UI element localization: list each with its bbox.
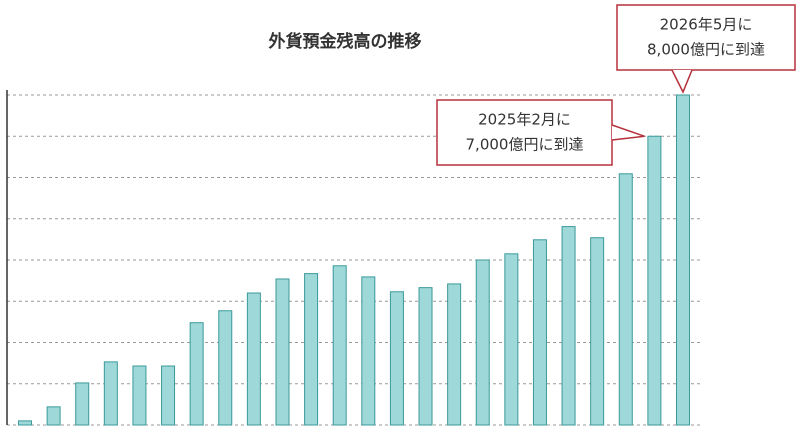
chart-title: 外貨預金残高の推移 xyxy=(269,31,422,52)
annotation-text: 2026年5月に xyxy=(660,16,753,34)
callout-box xyxy=(436,99,613,166)
annotation-text: 2025年2月に xyxy=(478,111,571,129)
bar xyxy=(246,292,261,426)
bar xyxy=(46,406,61,426)
callout-box xyxy=(616,4,796,71)
annotation-text: 8,000億円に到達 xyxy=(647,41,765,59)
callout-tip xyxy=(671,69,693,94)
bar xyxy=(618,173,633,426)
annotation-text: 7,000億円に到達 xyxy=(466,136,584,154)
bar xyxy=(504,253,519,426)
bar xyxy=(590,237,605,426)
bar xyxy=(647,135,662,426)
bar xyxy=(218,310,233,426)
bar xyxy=(676,94,690,426)
callout-tip xyxy=(611,124,645,141)
bar xyxy=(75,382,90,426)
bar xyxy=(361,276,376,426)
bar xyxy=(103,361,118,426)
bar xyxy=(304,273,319,426)
bar xyxy=(561,226,576,426)
bar xyxy=(132,365,147,426)
bar xyxy=(332,265,347,426)
bar xyxy=(161,365,176,426)
bar xyxy=(447,283,462,426)
bar xyxy=(275,278,290,426)
bar xyxy=(532,239,547,426)
bar xyxy=(418,287,433,426)
bar xyxy=(389,291,404,426)
bar xyxy=(189,322,204,426)
bar xyxy=(475,259,490,426)
bar xyxy=(18,420,32,426)
